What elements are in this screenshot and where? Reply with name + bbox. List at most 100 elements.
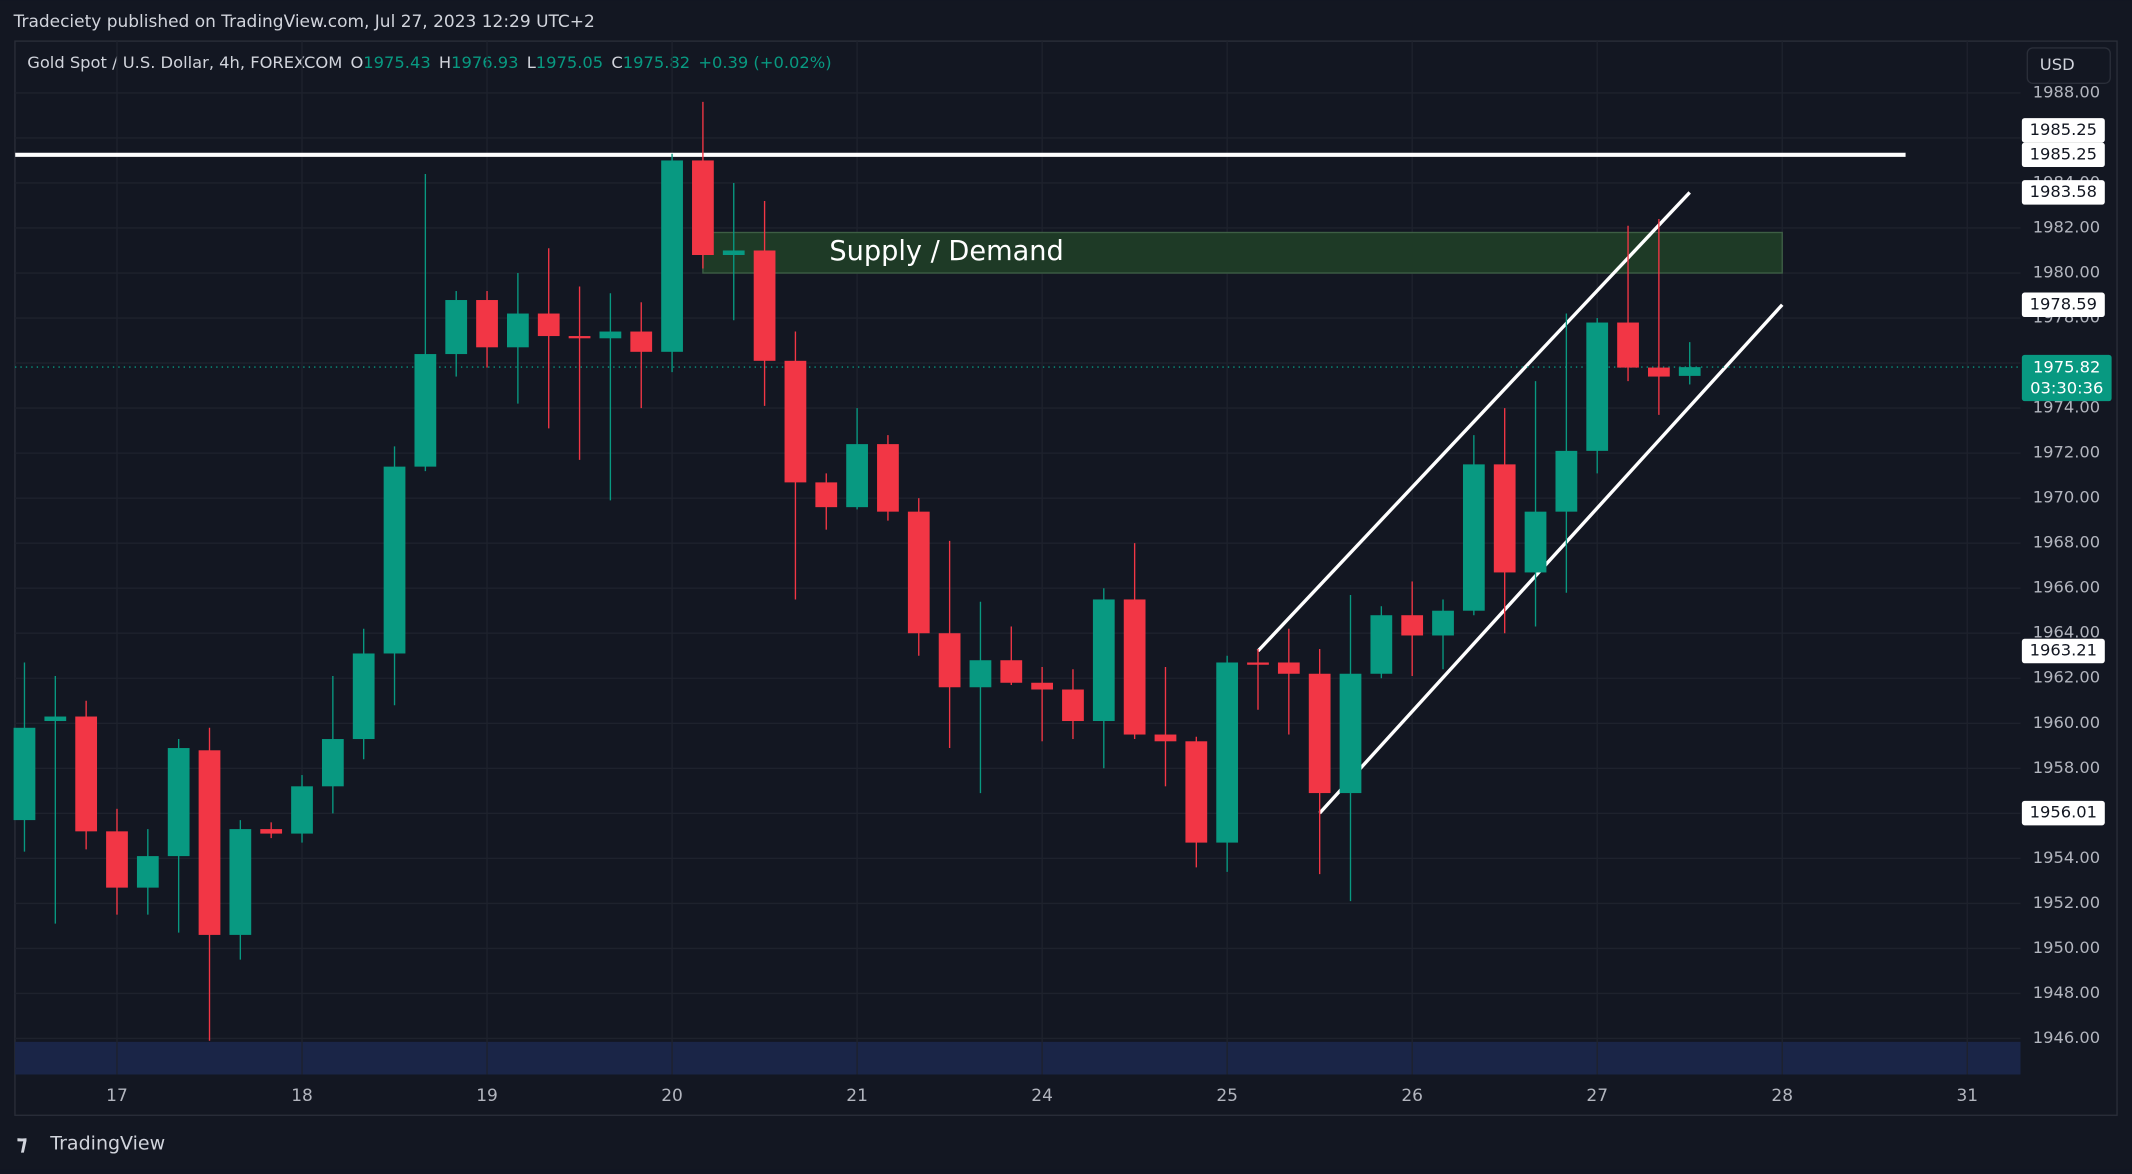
- y-tick-label: 1964.00: [2033, 623, 2100, 642]
- change: +0.39 (+0.02%): [698, 52, 831, 71]
- candle-body: [907, 511, 930, 634]
- candle-body: [75, 716, 98, 832]
- hline-price-label-box: [2021, 118, 2105, 143]
- candle-body: [1339, 673, 1362, 794]
- channel-price-label-box: [2021, 800, 2105, 826]
- candle-body: [476, 300, 498, 348]
- y-tick-label: 1946.00: [2033, 1028, 2100, 1047]
- hline-price-label: 1985.25: [2030, 120, 2097, 139]
- candle-body: [1586, 322, 1609, 451]
- y-tick-label: 1954.00: [2033, 848, 2100, 867]
- candle-body: [661, 160, 683, 352]
- candle-body: [537, 313, 560, 337]
- candle-body: [1185, 741, 1208, 843]
- x-tick-label: 18: [291, 1086, 313, 1106]
- candle-body: [599, 331, 622, 339]
- candle-body: [1092, 599, 1115, 722]
- y-tick-label: 1960.00: [2033, 713, 2100, 732]
- candle-body: [414, 354, 437, 467]
- x-tick-label: 26: [1401, 1086, 1423, 1106]
- channel-price-label: 1978.59: [2030, 294, 2097, 313]
- candle-body: [136, 856, 159, 888]
- ohlc-label: H: [439, 52, 451, 71]
- y-tick-label: 1968.00: [2033, 533, 2100, 552]
- supply-demand-zone: [702, 231, 1783, 274]
- candle-body: [44, 716, 67, 722]
- candle-body: [445, 300, 468, 355]
- candle-body: [106, 831, 128, 888]
- y-tick-label: 1966.00: [2033, 578, 2100, 597]
- candle-body: [507, 313, 529, 348]
- candle-body: [13, 727, 36, 821]
- ohlc-value: 1975.82: [623, 52, 690, 71]
- symbol-info: Gold Spot / U.S. Dollar, 4h, FOREXCOM O19…: [27, 52, 831, 71]
- y-tick-label: 1970.00: [2033, 488, 2100, 507]
- candle-body: [352, 653, 375, 740]
- y-tick-label: 1948.00: [2033, 983, 2100, 1002]
- x-tick-label: 28: [1771, 1086, 1793, 1106]
- current-price-label: 1975.82: [2033, 357, 2100, 376]
- candle-body: [1678, 367, 1701, 376]
- ohlc-value: 1975.43: [363, 52, 430, 71]
- channel-price-label-box: [2021, 292, 2105, 317]
- y-tick-label: 1952.00: [2033, 893, 2100, 912]
- y-tick-label: 1988.00: [2033, 82, 2100, 101]
- candle-body: [1247, 662, 1269, 665]
- candle-body: [321, 739, 344, 787]
- x-tick-label: 20: [661, 1086, 683, 1106]
- attribution: Tradeciety published on TradingView.com,…: [13, 12, 595, 32]
- candle-body: [1000, 660, 1023, 683]
- candle-body: [291, 786, 313, 834]
- candle-body: [260, 829, 283, 834]
- x-tick-label: 24: [1031, 1086, 1053, 1106]
- candle-body: [1154, 734, 1177, 742]
- channel-line: [1318, 303, 1784, 815]
- candle-body: [1308, 673, 1331, 794]
- candle-body: [1031, 682, 1054, 690]
- candle-body: [1062, 689, 1084, 722]
- channel-price-label-box: [2021, 180, 2105, 205]
- candle-body: [846, 444, 868, 508]
- x-tick-label: 17: [106, 1086, 128, 1106]
- y-tick-label: 1962.00: [2033, 668, 2100, 687]
- ohlc-label: O: [350, 52, 363, 71]
- ohlc-label: L: [527, 52, 536, 71]
- hline-price-label: 1985.25: [2030, 144, 2097, 163]
- channel-price-label: 1956.01: [2030, 803, 2097, 822]
- y-tick-label: 1958.00: [2033, 758, 2100, 777]
- candle-body: [1277, 662, 1300, 674]
- currency[interactable]: USD: [2040, 55, 2075, 74]
- brand: TradingView: [49, 1132, 165, 1154]
- frame: [14, 40, 2118, 1116]
- candle-body: [969, 660, 992, 688]
- candle-body: [815, 482, 838, 508]
- ohlc-value: 1976.93: [451, 52, 518, 71]
- y-tick-label: 1972.00: [2033, 443, 2100, 462]
- hline-price-label-box: [2021, 142, 2105, 168]
- candle-body: [568, 336, 591, 339]
- candle-body: [1462, 464, 1485, 611]
- candle-body: [198, 750, 221, 935]
- logo-icon: ⁊: [16, 1131, 27, 1156]
- candle-body: [1123, 599, 1146, 735]
- currency-button[interactable]: [2026, 47, 2111, 84]
- zone-label: Supply / Demand: [829, 236, 1063, 267]
- y-tick-label: 1980.00: [2033, 263, 2100, 282]
- ohlc-value: 1975.05: [536, 52, 603, 71]
- candle-body: [1617, 322, 1639, 368]
- candle-body: [1432, 610, 1454, 636]
- channel-price-label-box: [2021, 638, 2105, 664]
- candle-body: [630, 331, 653, 352]
- x-tick-label: 19: [476, 1086, 498, 1106]
- y-tick-label: 1950.00: [2033, 938, 2100, 957]
- candle-body: [1216, 662, 1239, 843]
- channel-price-label: 1983.58: [2030, 182, 2097, 201]
- ohlc-label: C: [611, 52, 622, 71]
- candle-body: [383, 466, 406, 654]
- candle-body: [1401, 615, 1424, 636]
- candle-body: [722, 250, 745, 256]
- candle-body: [1524, 511, 1547, 573]
